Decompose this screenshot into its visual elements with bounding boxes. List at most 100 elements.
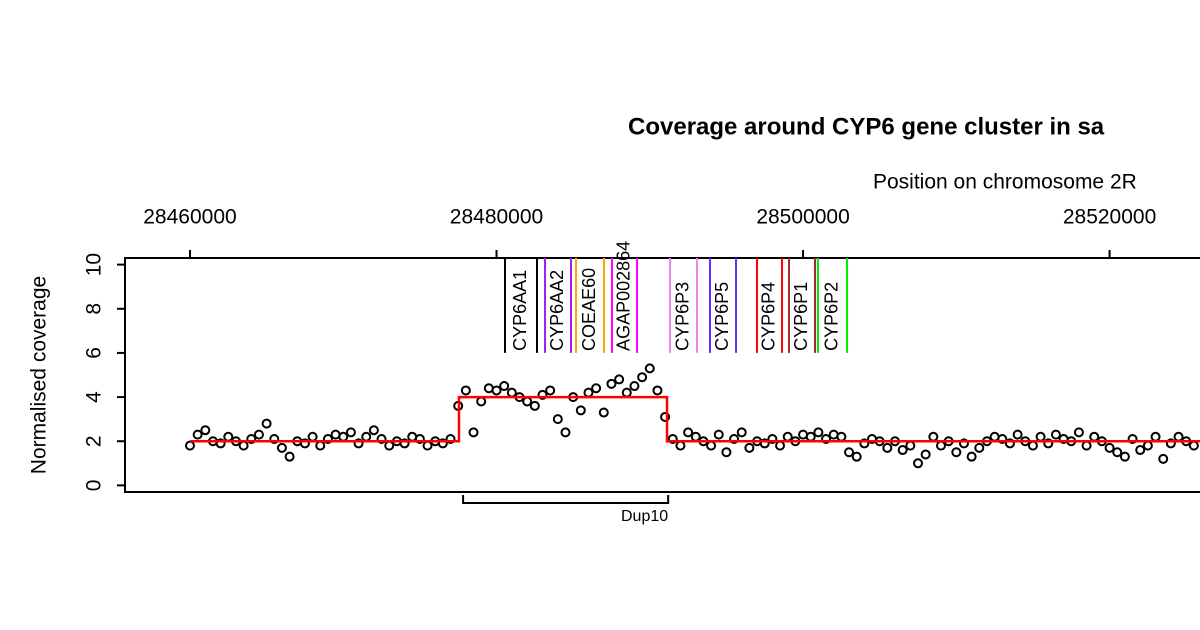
data-point bbox=[928, 431, 939, 442]
data-point bbox=[1004, 438, 1015, 449]
data-point bbox=[606, 378, 617, 389]
data-point bbox=[338, 431, 349, 442]
data-point bbox=[1089, 431, 1100, 442]
y-tick-label: 0 bbox=[83, 480, 106, 492]
data-point bbox=[376, 434, 387, 445]
data-point bbox=[958, 438, 969, 449]
data-point bbox=[759, 438, 770, 449]
data-point bbox=[644, 363, 655, 374]
data-point bbox=[238, 440, 249, 451]
data-point bbox=[935, 440, 946, 451]
x-tick-label: 28520000 bbox=[1063, 206, 1156, 229]
data-point bbox=[844, 447, 855, 458]
gene-label: CYP6P1 bbox=[791, 282, 811, 351]
data-point bbox=[729, 434, 740, 445]
data-point bbox=[529, 400, 540, 411]
data-point bbox=[1165, 438, 1176, 449]
data-point bbox=[614, 374, 625, 385]
y-tick-label: 8 bbox=[83, 303, 106, 315]
data-point bbox=[974, 442, 985, 453]
data-point bbox=[912, 458, 923, 469]
duplication-label: Dup10 bbox=[621, 508, 668, 525]
gene-label: COEAE60 bbox=[579, 268, 599, 351]
data-point bbox=[782, 431, 793, 442]
data-point bbox=[583, 387, 594, 398]
data-point bbox=[315, 440, 326, 451]
data-point bbox=[744, 442, 755, 453]
data-point bbox=[675, 440, 686, 451]
data-point bbox=[736, 427, 747, 438]
data-point bbox=[246, 434, 257, 445]
data-point bbox=[1150, 431, 1161, 442]
y-tick-label: 4 bbox=[83, 391, 106, 403]
data-point bbox=[1173, 431, 1184, 442]
data-point bbox=[368, 425, 379, 436]
data-point bbox=[537, 389, 548, 400]
y-tick-label: 2 bbox=[83, 435, 106, 447]
gene-label: CYP6AA2 bbox=[547, 270, 567, 351]
data-point bbox=[345, 427, 356, 438]
data-point bbox=[591, 383, 602, 394]
data-point bbox=[652, 385, 663, 396]
gene-label: CYP6AA1 bbox=[510, 270, 530, 351]
data-point bbox=[560, 427, 571, 438]
plot-box bbox=[124, 257, 1200, 493]
data-point bbox=[667, 434, 678, 445]
data-point bbox=[706, 440, 717, 451]
data-point bbox=[261, 418, 272, 429]
data-point bbox=[1081, 440, 1092, 451]
data-point bbox=[192, 429, 203, 440]
data-point bbox=[1127, 434, 1138, 445]
data-point bbox=[897, 445, 908, 456]
data-point bbox=[767, 434, 778, 445]
data-point bbox=[1043, 438, 1054, 449]
y-tick-label: 6 bbox=[83, 347, 106, 359]
data-point bbox=[276, 442, 287, 453]
data-point bbox=[552, 414, 563, 425]
data-point bbox=[468, 427, 479, 438]
data-point bbox=[775, 440, 786, 451]
data-point bbox=[821, 434, 832, 445]
data-point bbox=[361, 431, 372, 442]
data-point bbox=[215, 438, 226, 449]
data-point bbox=[307, 431, 318, 442]
x-tick-label: 28500000 bbox=[756, 206, 849, 229]
data-point bbox=[1112, 447, 1123, 458]
data-point bbox=[1073, 427, 1084, 438]
data-point bbox=[476, 396, 487, 407]
data-point bbox=[859, 438, 870, 449]
x-tick-label: 28480000 bbox=[450, 206, 543, 229]
data-point bbox=[1104, 442, 1115, 453]
data-point bbox=[997, 434, 1008, 445]
data-point bbox=[1119, 451, 1130, 462]
data-point bbox=[813, 427, 824, 438]
data-point bbox=[491, 385, 502, 396]
gene-label: CYP6P2 bbox=[821, 282, 841, 351]
gene-label: CYP6P3 bbox=[672, 282, 692, 351]
data-point bbox=[951, 447, 962, 458]
data-point bbox=[506, 387, 517, 398]
data-point bbox=[269, 434, 280, 445]
data-point bbox=[460, 385, 471, 396]
y-tick-label: 10 bbox=[83, 253, 106, 276]
data-point bbox=[253, 429, 264, 440]
data-point bbox=[966, 451, 977, 462]
gene-label: AGAP002864 bbox=[613, 241, 633, 351]
data-point bbox=[637, 372, 648, 383]
data-point bbox=[223, 431, 234, 442]
data-point bbox=[422, 440, 433, 451]
data-point bbox=[1135, 445, 1146, 456]
data-point bbox=[545, 385, 556, 396]
data-point bbox=[1012, 429, 1023, 440]
data-point bbox=[1050, 429, 1061, 440]
data-point bbox=[445, 434, 456, 445]
data-point bbox=[353, 438, 364, 449]
data-point bbox=[399, 438, 410, 449]
duplication-bracket bbox=[462, 495, 670, 504]
data-point bbox=[882, 442, 893, 453]
x-axis-label: Position on chromosome 2R bbox=[873, 171, 1137, 194]
chart-title: Coverage around CYP6 gene cluster in sa bbox=[628, 113, 1105, 140]
data-point bbox=[322, 434, 333, 445]
x-tick-label: 28460000 bbox=[143, 206, 236, 229]
